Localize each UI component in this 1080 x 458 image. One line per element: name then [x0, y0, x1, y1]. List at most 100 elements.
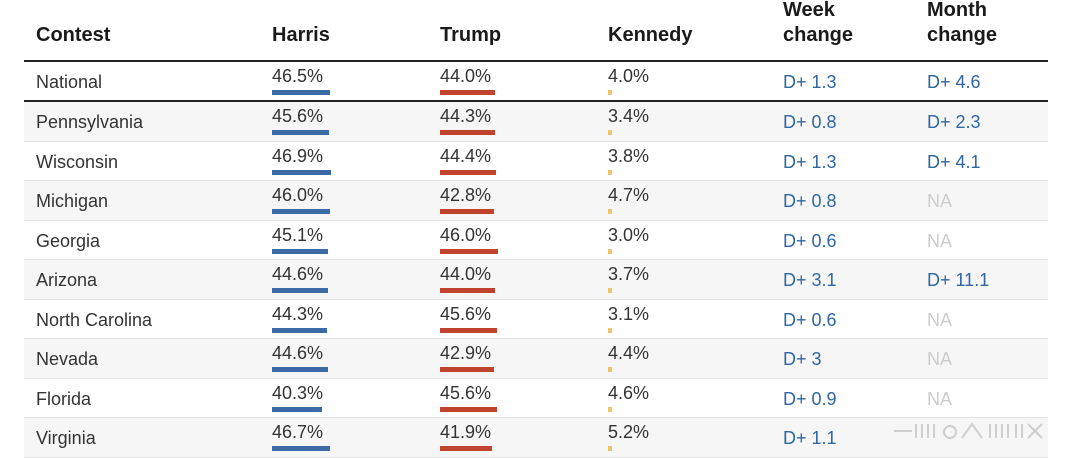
- watermark-logo: [894, 422, 1043, 439]
- header-contest: Contest: [36, 24, 111, 46]
- kennedy-pct: 3.1%: [608, 303, 650, 324]
- harris-pct: 46.7%: [272, 422, 324, 442]
- week-change: D+ 0.8: [783, 191, 837, 211]
- table-row: Michigan 46.0% 42.8% 4.7% D+ 0.8 NA: [24, 181, 1048, 221]
- trump-bar: [440, 248, 498, 254]
- trump-bar: [440, 288, 495, 293]
- week-change: D+ 0.6: [783, 230, 837, 251]
- table-row: Nevada 44.6% 42.9% 4.4% D+ 3 NA: [24, 339, 1048, 379]
- trump-bar: [440, 446, 493, 451]
- kennedy-bar: [608, 169, 612, 175]
- month-change: NA: [927, 309, 953, 330]
- kennedy-pct: 3.8%: [608, 145, 650, 166]
- harris-bar: [272, 327, 328, 333]
- contest-name: Florida: [36, 388, 92, 409]
- contest-name: Wisconsin: [36, 151, 119, 172]
- harris-pct: 44.6%: [272, 264, 324, 284]
- table-row: Pennsylvania 45.6% 44.3% 3.4% D+ 0.8 D+ 2.3: [24, 102, 1048, 142]
- harris-pct: 45.1%: [272, 224, 324, 245]
- trump-pct: 44.0%: [440, 264, 492, 284]
- trump-bar: [440, 367, 494, 372]
- harris-pct: 40.3%: [272, 382, 324, 403]
- table-row: Florida 40.3% 45.6% 4.6% D+ 0.9 NA: [24, 379, 1048, 418]
- kennedy-bar: [608, 367, 612, 372]
- kennedy-pct: 3.7%: [608, 264, 650, 284]
- harris-pct: 46.9%: [272, 145, 324, 166]
- trump-bar: [440, 406, 497, 412]
- month-change: NA: [927, 388, 953, 409]
- kennedy-bar: [608, 406, 612, 412]
- table-row: Virginia 46.7% 41.9% 5.2% D+ 1.1: [24, 418, 1048, 458]
- header-trump: Trump: [440, 24, 502, 46]
- table-row: Arizona 44.6% 44.0% 3.7% D+ 3.1 D+ 11.1: [24, 260, 1048, 300]
- harris-pct: 45.6%: [272, 106, 324, 126]
- month-change: NA: [927, 191, 953, 211]
- header-week-change: Week change: [783, 0, 854, 46]
- kennedy-bar: [608, 248, 612, 254]
- kennedy-pct: 4.4%: [608, 343, 650, 363]
- header-kennedy: Kennedy: [608, 24, 693, 46]
- harris-bar: [272, 446, 331, 451]
- week-change: D+ 0.8: [783, 112, 837, 132]
- kennedy-pct: 3.0%: [608, 224, 650, 245]
- week-change: D+ 1.3: [783, 72, 837, 92]
- harris-bar: [272, 367, 328, 372]
- trump-pct: 41.9%: [440, 422, 492, 442]
- contest-name: Pennsylvania: [36, 112, 144, 132]
- table-row: National 46.5% 44.0% 4.0% D+ 1.3 D+ 4.6: [24, 62, 1048, 102]
- header-month-change: Month change: [927, 0, 998, 46]
- week-change: D+ 1.3: [783, 151, 837, 172]
- harris-bar: [272, 209, 330, 214]
- contest-name: National: [36, 72, 103, 92]
- trump-pct: 45.6%: [440, 303, 492, 324]
- trump-bar: [440, 130, 496, 135]
- table-row: North Carolina 44.3% 45.6% 3.1% D+ 0.6 NA: [24, 300, 1048, 339]
- contest-name: Arizona: [36, 270, 98, 290]
- contest-name: Virginia: [36, 428, 96, 448]
- kennedy-pct: 4.6%: [608, 382, 650, 403]
- harris-pct: 46.0%: [272, 185, 324, 205]
- table-row: Georgia 45.1% 46.0% 3.0% D+ 0.6 NA: [24, 221, 1048, 260]
- month-change: D+ 11.1: [927, 270, 990, 290]
- month-change: D+ 2.3: [927, 112, 981, 132]
- contest-name: North Carolina: [36, 309, 153, 330]
- table-row: Wisconsin 46.9% 44.4% 3.8% D+ 1.3 D+ 4.1: [24, 142, 1048, 181]
- month-change: NA: [927, 230, 953, 251]
- trump-pct: 42.8%: [440, 185, 492, 205]
- trump-pct: 44.4%: [440, 145, 492, 166]
- trump-bar: [440, 209, 494, 214]
- harris-pct: 46.5%: [272, 66, 324, 86]
- trump-bar: [440, 90, 495, 95]
- month-change: D+ 4.6: [927, 72, 981, 92]
- week-change: D+ 3: [783, 349, 822, 369]
- kennedy-bar: [608, 288, 612, 293]
- kennedy-bar: [608, 446, 612, 451]
- harris-bar: [272, 406, 323, 412]
- week-change: D+ 0.6: [783, 309, 837, 330]
- contest-name: Nevada: [36, 349, 99, 369]
- header-harris: Harris: [272, 24, 330, 46]
- week-change: D+ 0.9: [783, 388, 837, 409]
- kennedy-bar: [608, 130, 612, 135]
- trump-pct: 44.0%: [440, 66, 492, 86]
- harris-bar: [272, 169, 331, 175]
- contest-name: Georgia: [36, 230, 101, 251]
- harris-bar: [272, 248, 329, 254]
- week-change: D+ 1.1: [783, 428, 837, 448]
- trump-bar: [440, 327, 497, 333]
- kennedy-bar: [608, 209, 612, 214]
- trump-pct: 42.9%: [440, 343, 492, 363]
- month-change: D+ 4.1: [927, 151, 981, 172]
- kennedy-bar: [608, 327, 612, 333]
- polling-table: Contest Harris Trump Kennedy Week change…: [24, 0, 1048, 458]
- month-change: NA: [927, 349, 953, 369]
- trump-pct: 46.0%: [440, 224, 492, 245]
- harris-pct: 44.6%: [272, 343, 324, 363]
- contest-name: Michigan: [36, 191, 109, 211]
- table-header: Contest Harris Trump Kennedy Week change…: [24, 0, 1048, 62]
- kennedy-pct: 5.2%: [608, 422, 650, 442]
- trump-pct: 44.3%: [440, 106, 492, 126]
- table-body: National 46.5% 44.0% 4.0% D+ 1.3 D+ 4.6 Pennsy…: [24, 62, 1048, 458]
- kennedy-pct: 4.7%: [608, 185, 650, 205]
- week-change: D+ 3.1: [783, 270, 837, 290]
